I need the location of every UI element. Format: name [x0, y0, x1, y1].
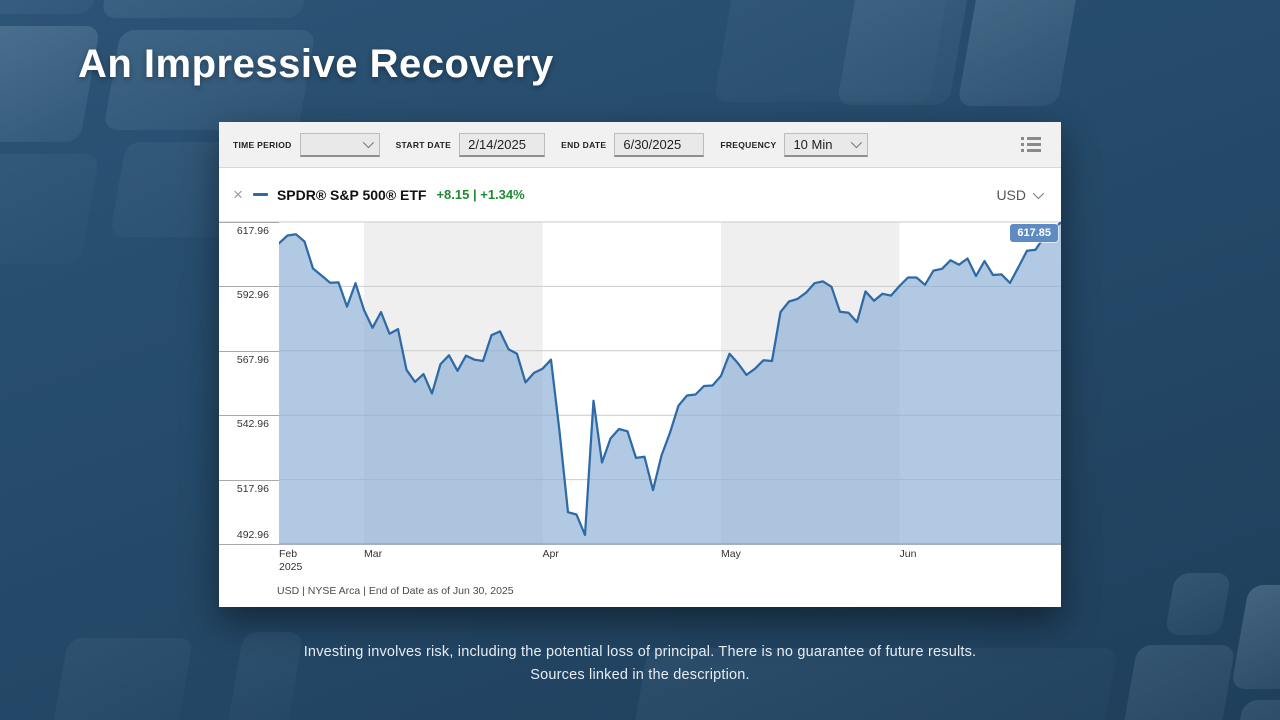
- series-header: × SPDR® S&P 500® ETF +8.15 | +1.34% USD: [219, 168, 1061, 222]
- slide-title: An Impressive Recovery: [78, 42, 554, 86]
- x-tick-label: Jun: [899, 548, 917, 560]
- currency-value: USD: [996, 186, 1026, 203]
- chevron-down-icon: [362, 136, 374, 149]
- x-tick-label: Feb 2025: [279, 548, 303, 573]
- time-period-label: TIME PERIOD: [233, 139, 292, 150]
- close-icon[interactable]: ×: [233, 185, 243, 204]
- y-tick-label: 567.96: [236, 353, 269, 366]
- price-change: +8.15 | +1.34%: [436, 187, 525, 202]
- decorative-tile: [0, 0, 105, 14]
- disclaimer-line-1: Investing involves risk, including the p…: [303, 644, 977, 660]
- chart-area: 617.96 592.96 567.96 542.96 517.96 492.96 617…: [219, 222, 1061, 545]
- x-tick-label: Mar: [364, 548, 383, 560]
- chevron-down-icon: [1032, 187, 1045, 199]
- y-tick: [219, 222, 279, 223]
- decorative-tile: [1164, 573, 1232, 635]
- end-date-input[interactable]: 6/30/2025: [614, 132, 705, 157]
- y-tick: [219, 415, 279, 417]
- decorative-tile: [1236, 700, 1280, 720]
- list-options-icon[interactable]: [1021, 137, 1041, 152]
- currency-select[interactable]: USD: [996, 187, 1047, 203]
- y-axis: 617.96 592.96 567.96 542.96 517.96 492.96: [219, 222, 279, 545]
- end-date-value: 6/30/2025: [623, 136, 682, 152]
- y-tick: [219, 479, 279, 481]
- decorative-tile: [101, 0, 315, 18]
- disclaimer: Investing involves risk, including the p…: [0, 641, 1280, 687]
- series-name: SPDR® S&P 500® ETF: [276, 186, 427, 203]
- chart-source-note: USD | NYSE Arca | End of Date as of Jun …: [277, 585, 514, 597]
- chart-toolbar: TIME PERIOD START DATE 2/14/2025 END DAT…: [219, 122, 1061, 168]
- y-tick-label: 542.96: [236, 418, 269, 431]
- y-tick: [219, 544, 279, 545]
- chart-svg: [279, 222, 1061, 545]
- y-tick-label: 517.96: [236, 482, 269, 495]
- decorative-tile: [957, 0, 1087, 106]
- y-tick: [219, 286, 279, 288]
- time-period-select[interactable]: [299, 132, 380, 157]
- frequency-select[interactable]: 10 Min: [784, 132, 869, 157]
- start-date-input[interactable]: 2/14/2025: [459, 132, 546, 157]
- x-tick-label: May: [721, 548, 741, 560]
- start-date-label: START DATE: [395, 139, 452, 150]
- chart-panel: TIME PERIOD START DATE 2/14/2025 END DAT…: [219, 122, 1061, 607]
- x-tick-label: Apr: [542, 548, 559, 560]
- decorative-tile: [836, 0, 980, 105]
- last-price-badge: 617.85: [1010, 224, 1058, 242]
- start-date-value: 2/14/2025: [468, 136, 526, 152]
- price-area-chart[interactable]: 617.85: [279, 222, 1061, 545]
- disclaimer-line-2: Sources linked in the description.: [530, 667, 750, 683]
- y-tick: [219, 350, 279, 352]
- decorative-tile: [0, 154, 100, 264]
- series-legend-line: [252, 193, 268, 196]
- frequency-label: FREQUENCY: [720, 139, 777, 150]
- y-tick-label: 492.96: [236, 529, 269, 541]
- chevron-down-icon: [851, 136, 863, 149]
- x-axis: Feb 2025 Mar Apr May Jun: [219, 545, 1061, 579]
- frequency-value: 10 Min: [793, 136, 833, 152]
- y-tick-label: 592.96: [236, 289, 269, 302]
- end-date-label: END DATE: [561, 139, 607, 150]
- y-tick-label: 617.96: [236, 225, 269, 237]
